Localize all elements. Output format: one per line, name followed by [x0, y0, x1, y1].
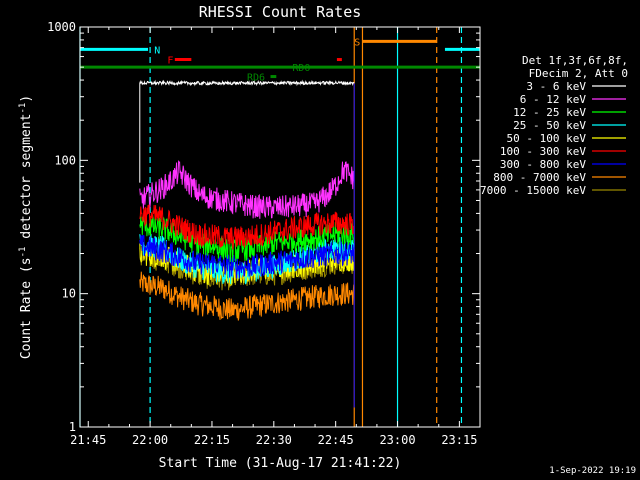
y-axis-label-close: ) — [19, 95, 34, 103]
series-line-6to12kev — [139, 160, 355, 219]
series-line-300to800kev — [139, 234, 355, 280]
footer-timestamp: 1-Sep-2022 19:19 — [549, 466, 636, 476]
plot-frame — [79, 26, 481, 428]
x-tick-label: 22:30 — [256, 433, 292, 447]
flag-label-f: F — [167, 56, 173, 67]
legend-label: 300 - 800 keV — [500, 158, 586, 171]
x-tick-label: 23:15 — [441, 433, 477, 447]
x-axis: 21:45 22:00 22:15 22:30 22:45 23:00 23:15 — [70, 27, 481, 447]
y-tick-label: 10 — [62, 287, 76, 301]
legend-label: 6 - 12 keV — [520, 93, 587, 106]
legend-header-line: FDecim 2, Att 0 — [529, 67, 628, 80]
x-tick-label: 21:45 — [70, 433, 106, 447]
legend-label: 25 - 50 keV — [513, 119, 586, 132]
legend-header-line: Det 1f,3f,6f,8f, — [522, 54, 628, 67]
flag-label-s: S — [354, 37, 360, 48]
x-tick-label: 23:00 — [379, 433, 415, 447]
flag-label-n: N — [154, 45, 160, 56]
x-axis-label: Start Time (31-Aug-17 21:41:22) — [159, 456, 402, 471]
legend-label: 50 - 100 keV — [507, 132, 587, 145]
series-line-3to6kev — [139, 79, 355, 87]
y-tick-label: 100 — [54, 153, 76, 167]
flag-label-rd0: RD0 — [292, 63, 310, 74]
legend-label: 12 - 25 keV — [513, 106, 586, 119]
y-axis-label: Count Rate (s-1 detector segment-1) — [18, 95, 34, 359]
y-axis-label-sup: -1 — [18, 247, 28, 258]
x-tick-label: 22:00 — [132, 433, 168, 447]
flag-label-rd6: RD6 — [247, 73, 265, 84]
x-tick-label: 22:15 — [194, 433, 230, 447]
plot-area: NF S RD0 RD6 — [79, 27, 480, 427]
y-axis: 1 10 100 1000 — [47, 20, 480, 434]
chart-title: RHESSI Count Rates — [199, 3, 362, 21]
y-axis-label-tail: detector segment — [19, 114, 34, 247]
series-line-12to25kev — [139, 214, 355, 263]
legend-label: 100 - 300 keV — [500, 145, 586, 158]
series-line-100to300kev — [139, 204, 355, 250]
series-line-800to7000kev — [139, 271, 355, 321]
y-axis-label-sup2: -1 — [18, 103, 28, 114]
legend: Det 1f,3f,6f,8f,FDecim 2, Att 03 - 6 keV… — [480, 54, 628, 197]
x-tick-label: 22:45 — [318, 433, 354, 447]
y-tick-label: 1 — [69, 420, 76, 434]
y-tick-label: 1000 — [47, 20, 76, 34]
y-axis-label-main: Count Rate (s — [19, 257, 34, 359]
legend-label: 3 - 6 keV — [526, 80, 586, 93]
legend-label: 7000 - 15000 keV — [480, 184, 586, 197]
legend-label: 800 - 7000 keV — [493, 171, 586, 184]
